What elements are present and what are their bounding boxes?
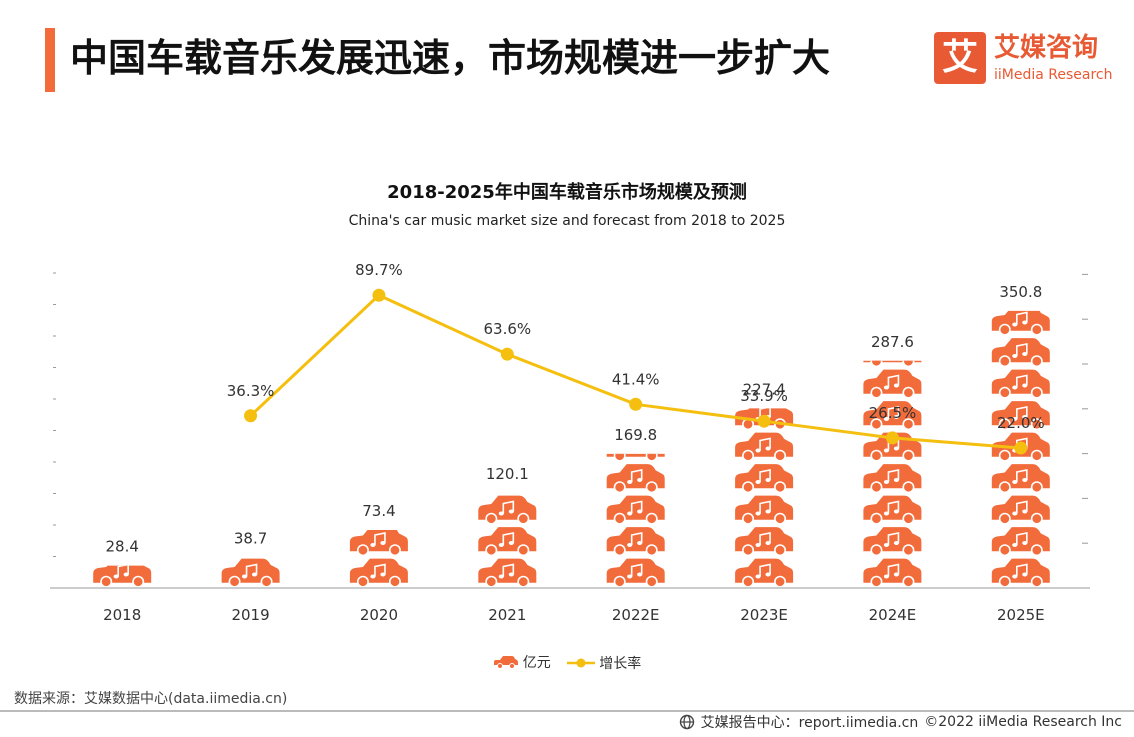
growth-rate-label: 26.5%: [869, 404, 917, 422]
growth-rate-label: 63.6%: [483, 320, 531, 338]
growth-rate-label: 89.7%: [355, 261, 403, 279]
footer-copyright: ©2022 iiMedia Research Inc: [924, 714, 1122, 730]
bar-value-label: 73.4: [362, 502, 395, 520]
x-tick-label: 2018: [103, 606, 141, 624]
data-source: 数据来源：艾媒数据中心(data.iimedia.cn): [14, 691, 288, 707]
chart-legend: 亿元 增长率: [0, 652, 1134, 673]
growth-rate-point: [1014, 441, 1028, 455]
x-tick-label: 2023E: [740, 606, 788, 624]
brand-logo[interactable]: 艾 艾媒咨询 iiMedia Research: [934, 32, 1114, 86]
footer: 艾媒报告中心：report.iimedia.cn ©2022 iiMedia R…: [679, 712, 1122, 732]
bar[interactable]: [349, 527, 408, 588]
bar-value-label: 38.7: [234, 529, 267, 547]
x-tick-label: 2022E: [612, 606, 660, 624]
growth-rate-label: 36.3%: [227, 382, 275, 400]
logo-en-text: iiMedia Research: [994, 67, 1113, 83]
legend-item-bar[interactable]: 亿元: [493, 652, 551, 672]
bar-value-label: 120.1: [486, 465, 529, 483]
bar-value-label: 169.8: [614, 426, 657, 444]
bar-value-label: 227.4: [743, 380, 786, 398]
growth-rate-label: 41.4%: [612, 370, 660, 388]
bar[interactable]: [735, 401, 794, 588]
growth-rate-label: 33.9%: [740, 387, 788, 405]
x-tick-label: 2020: [360, 606, 398, 624]
logo-cn-text: 艾媒咨询: [994, 33, 1099, 63]
x-tick-label: 2024E: [869, 606, 917, 624]
legend-item-line[interactable]: 增长率: [567, 653, 641, 673]
page-title: 中国车载音乐发展迅速，市场规模进一步扩大: [70, 36, 831, 80]
bar-value-label: 350.8: [999, 283, 1042, 301]
line-marker-icon: [567, 658, 596, 668]
bar[interactable]: [863, 338, 922, 588]
logo-mark: 艾: [934, 32, 986, 84]
bar-value-label: 28.4: [105, 538, 138, 556]
legend-bar-label: 亿元: [522, 655, 551, 671]
car-music-icon: [493, 656, 518, 669]
footer-site[interactable]: 艾媒报告中心：report.iimedia.cn: [700, 715, 919, 731]
chart-subtitle: China's car music market size and foreca…: [348, 213, 786, 229]
growth-rate-point: [885, 431, 899, 445]
growth-rate-point: [372, 288, 386, 302]
growth-rate-point: [500, 347, 514, 361]
bar[interactable]: [93, 559, 152, 588]
growth-rate-point: [629, 397, 643, 411]
legend-line-label: 增长率: [599, 656, 642, 672]
x-tick-label: 2019: [231, 606, 269, 624]
chart-title: 2018-2025年中国车载音乐市场规模及预测: [387, 182, 747, 203]
bar[interactable]: [606, 433, 665, 588]
title-accent-bar: [45, 28, 55, 92]
bar[interactable]: [221, 558, 280, 588]
growth-rate-label: 22.0%: [997, 414, 1045, 432]
bar[interactable]: [478, 464, 537, 588]
footer-divider: [0, 710, 1134, 712]
x-tick-label: 2025E: [997, 606, 1045, 624]
bar-value-label: 287.6: [871, 333, 914, 351]
x-tick-label: 2021: [488, 606, 526, 624]
growth-rate-point: [244, 409, 258, 423]
globe-icon: [679, 714, 694, 730]
growth-rate-point: [757, 414, 771, 428]
